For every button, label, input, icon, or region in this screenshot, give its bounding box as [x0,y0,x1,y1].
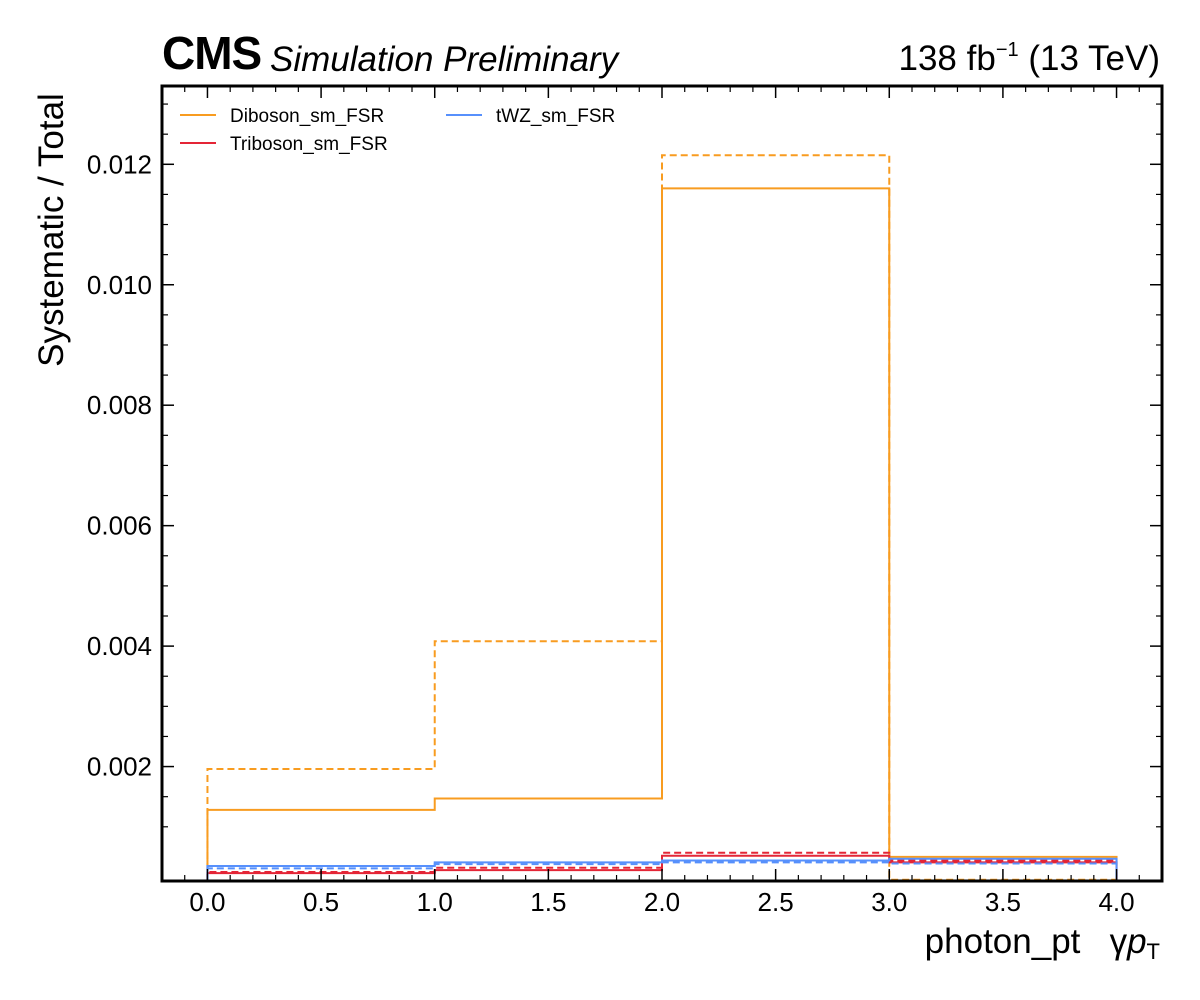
luminosity-label: 138 fb−1 (13 TeV) [899,40,1161,76]
x-axis-label-symbol: γ [1109,922,1128,961]
series-0-up-line [206,187,1118,881]
legend: Diboson_sm_FSR Triboson_sm_FSR tWZ_sm_FSR [180,106,615,155]
legend-label: Diboson_sm_FSR [230,106,384,127]
legend-label: Triboson_sm_FSR [230,134,388,155]
cms-label: CMS [162,27,262,79]
x-tick-label: 3.0 [871,887,907,917]
x-tick-label: 4.0 [1098,887,1134,917]
x-tick-label: 0.5 [303,887,339,917]
series-layer [206,154,1118,881]
y-tick-label: 0.008 [87,390,152,420]
legend-label: tWZ_sm_FSR [496,106,615,127]
x-tick-label: 2.5 [758,887,794,917]
plot-frame [160,84,1164,883]
y-tick-label: 0.004 [87,631,152,661]
ticks-layer: 0.0 0.5 1.0 1.5 2.0 2.5 3.0 3.5 4.0 0.002 0.004 0.0… [87,86,1162,917]
y-axis-label: Systematic / Total [32,93,71,367]
y-tick-label: 0.002 [87,752,152,782]
x-tick-label: 2.0 [644,887,680,917]
x-tick-label: 0.0 [189,887,225,917]
x-tick-label: 1.0 [417,887,453,917]
x-axis-label-sub: T [1146,939,1160,964]
series-2-down-line [206,861,1118,881]
x-tick-label: 1.5 [530,887,566,917]
y-tick-label: 0.012 [87,149,152,179]
lumi-exponent: −1 [995,39,1019,61]
x-axis-label: photon_pt γpT [925,922,1160,965]
x-axis-label-main: photon_pt [924,922,1081,961]
x-axis-label-p: p [1127,922,1147,961]
simulation-preliminary-label: Simulation Preliminary [270,40,619,79]
lumi-value: 138 fb [898,39,996,78]
y-tick-label: 0.006 [87,511,152,541]
x-tick-label: 3.5 [985,887,1021,917]
y-tick-label: 0.010 [87,270,152,300]
lumi-energy: (13 TeV) [1018,39,1160,78]
